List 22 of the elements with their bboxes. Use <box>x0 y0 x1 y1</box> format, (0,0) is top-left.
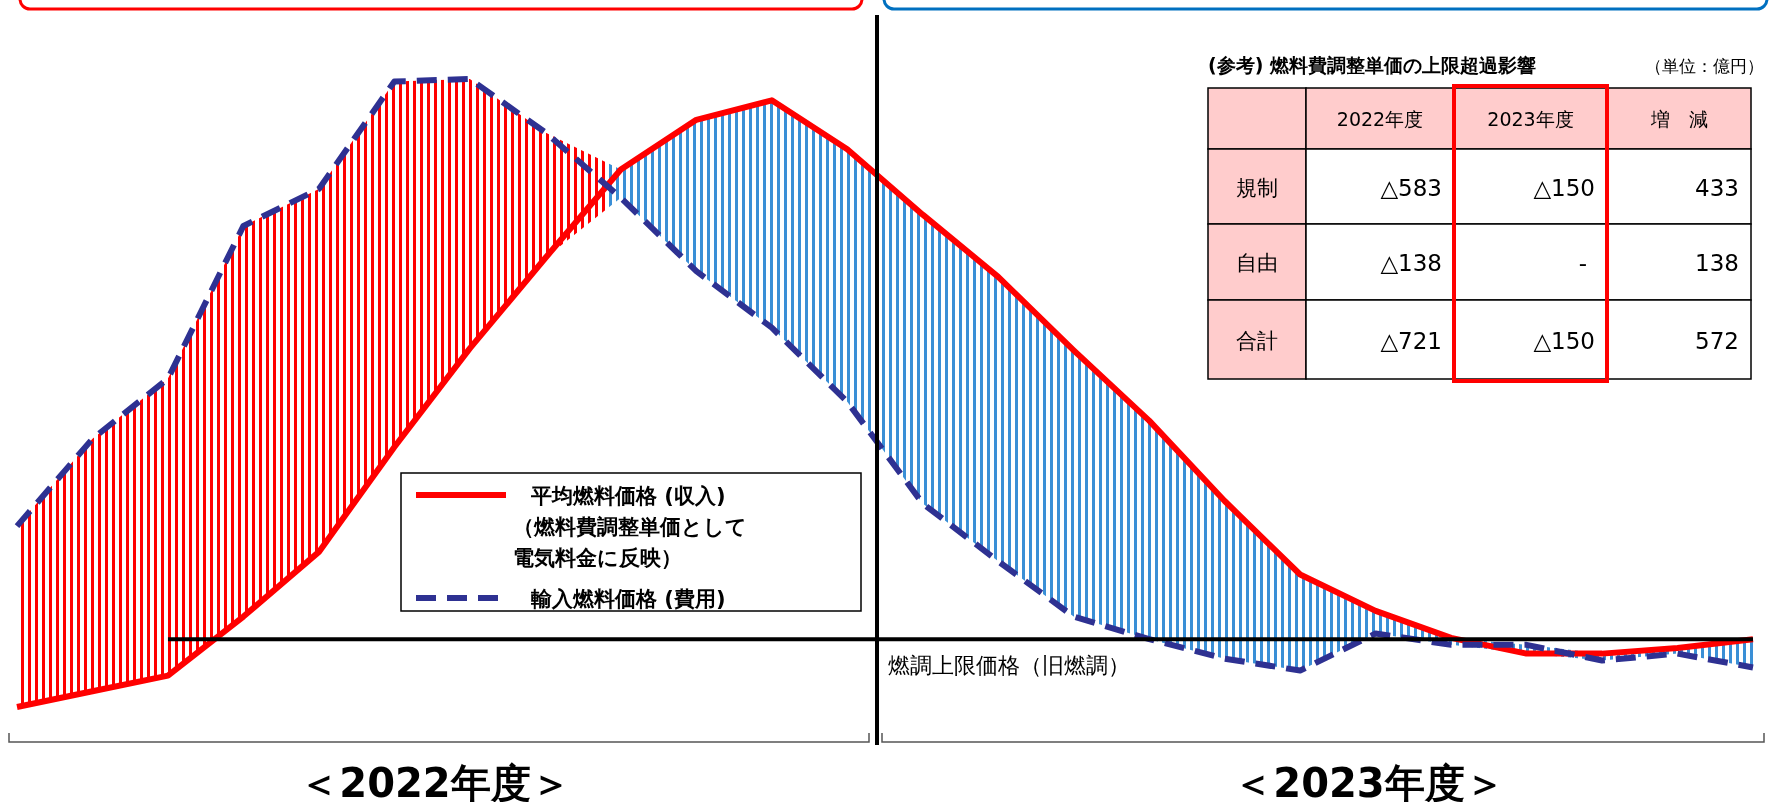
text: △150 <box>1533 174 1595 201</box>
text: 138 <box>1695 250 1739 276</box>
category-label: 自由 <box>1236 251 1278 275</box>
text: ＜2022年度＞ <box>299 760 571 802</box>
legend-label: 平均燃料価格 (収入)（燃料費調整単価として電気料金に反映） <box>513 484 747 570</box>
category-label: 2023年度 <box>1487 107 1574 130</box>
legend-label: 輸入燃料価格 (費用) <box>530 587 726 611</box>
text: △721 <box>1380 327 1442 354</box>
text: △150 <box>1533 327 1595 354</box>
text: △583 <box>1380 174 1442 201</box>
text: 433 <box>1695 174 1739 201</box>
text: 572 <box>1695 327 1739 354</box>
text: ＜2023年度＞ <box>1233 760 1505 802</box>
category-label: 増 減 <box>1649 107 1708 130</box>
series-label: 燃調上限価格（旧燃調） <box>888 653 1130 679</box>
text: （単位：億円） <box>1645 56 1764 76</box>
text: △138 <box>1380 250 1442 276</box>
category-label: 規制 <box>1236 175 1278 200</box>
category-label: 2022年度 <box>1336 107 1424 130</box>
category-label: 合計 <box>1236 328 1278 353</box>
text: (参考) 燃料費調整単価の上限超過影響 <box>1208 54 1536 76</box>
text: - <box>1578 250 1587 276</box>
